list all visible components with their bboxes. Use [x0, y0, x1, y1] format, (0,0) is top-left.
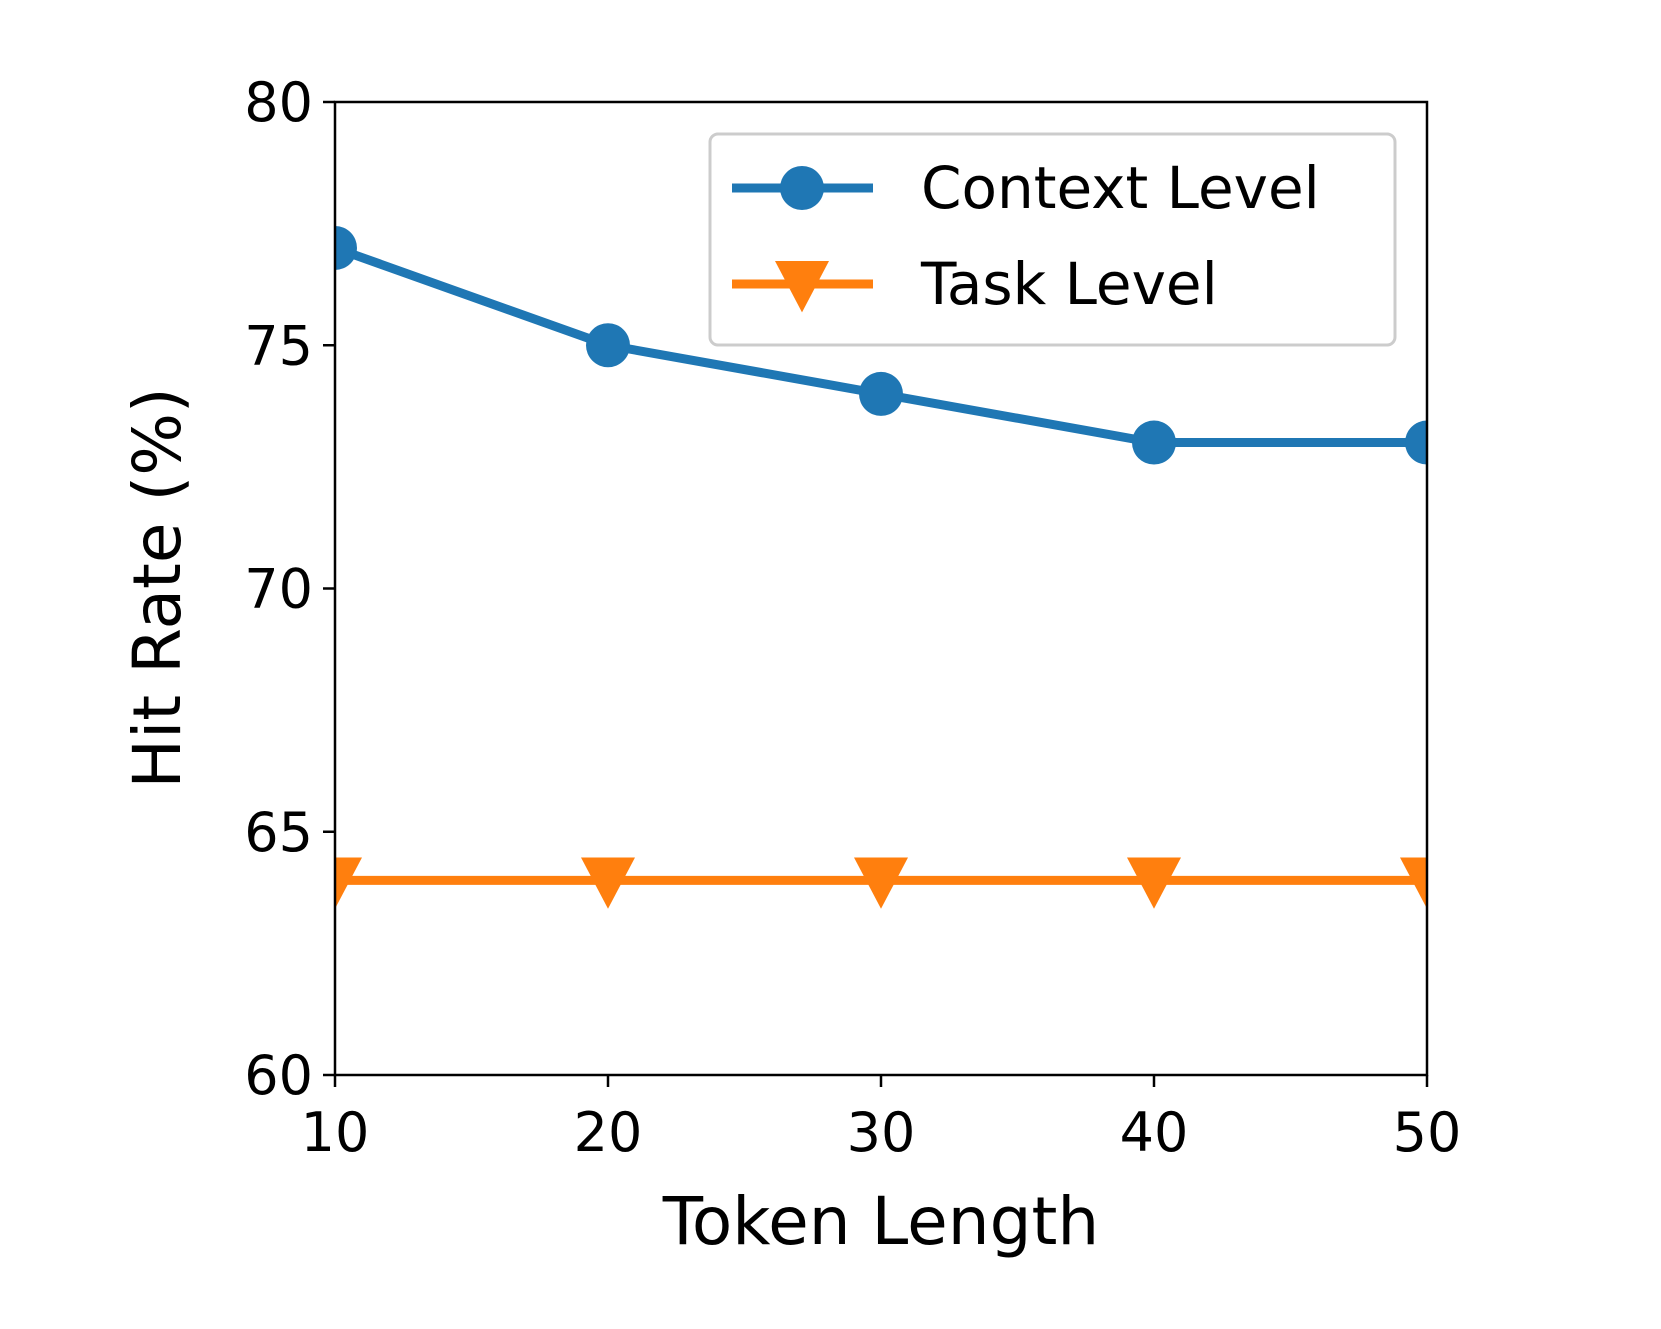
x-tick-label: 40 — [1120, 1101, 1189, 1164]
plot-area — [335, 225, 1427, 909]
marker — [581, 857, 635, 909]
x-tick-label: 30 — [847, 1101, 916, 1164]
y-tick-label: 70 — [244, 558, 313, 621]
marker — [1132, 420, 1176, 465]
marker — [335, 225, 357, 270]
marker — [1400, 857, 1427, 909]
legend-marker — [780, 166, 824, 210]
x-tick-label: 10 — [301, 1101, 370, 1164]
marker — [1405, 420, 1427, 465]
legend-marker — [775, 261, 829, 313]
y-tick-label: 60 — [244, 1044, 313, 1107]
x-tick-label: 20 — [574, 1101, 643, 1164]
marker — [586, 323, 630, 368]
marker — [335, 857, 362, 909]
marker — [1127, 857, 1181, 909]
y-tick-label: 75 — [244, 314, 313, 377]
legend-box — [708, 132, 1397, 347]
y-tick-label: 65 — [244, 801, 313, 864]
axes-frame — [333, 100, 1429, 1077]
y-tick-label: 80 — [244, 71, 313, 134]
marker — [859, 371, 903, 416]
x-tick-label: 50 — [1393, 1101, 1462, 1164]
x-axis-label: Token Length — [662, 1183, 1099, 1260]
legend-label: Task Level — [920, 250, 1218, 318]
marker — [854, 857, 908, 909]
legend-label: Context Level — [921, 154, 1320, 222]
y-axis-label: Hit Rate (%) — [119, 387, 196, 788]
